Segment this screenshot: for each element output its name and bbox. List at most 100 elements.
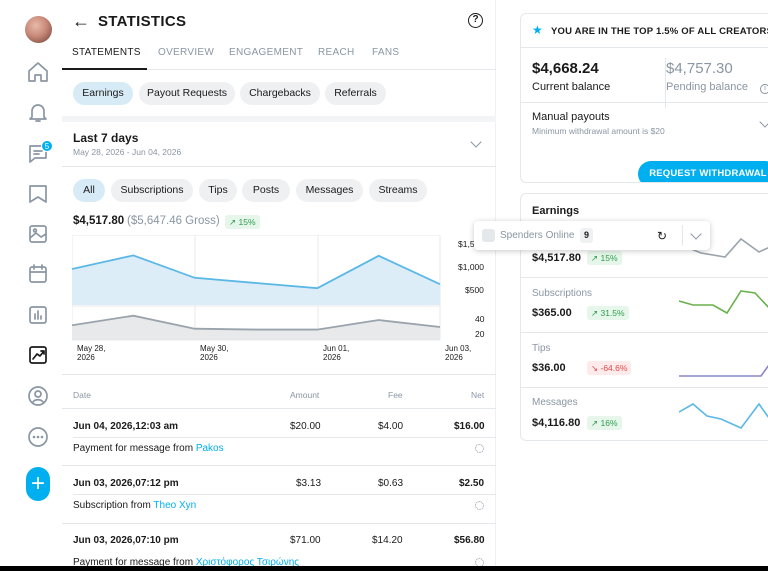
manual-payouts-sub: Minimum withdrawal amount is $20 xyxy=(532,126,665,136)
series-area xyxy=(72,255,440,305)
chevron-down-icon xyxy=(470,136,482,148)
request-withdrawal-button[interactable]: REQUEST WITHDRAWAL xyxy=(638,161,768,182)
back-arrow-icon[interactable]: ← xyxy=(72,11,90,31)
divider xyxy=(62,465,496,466)
calendar-icon[interactable] xyxy=(26,262,50,286)
x-tick-label: May 28, 2026 xyxy=(77,344,106,362)
user-link[interactable]: Theo Xyn xyxy=(153,500,197,511)
row-net: $56.80 xyxy=(454,535,485,546)
section-divider xyxy=(62,116,496,122)
divider xyxy=(521,387,768,388)
bell-icon[interactable] xyxy=(26,100,50,124)
chevron-down-icon xyxy=(759,116,768,128)
period-range: May 28, 2026 - Jun 04, 2026 xyxy=(73,147,182,157)
type-all[interactable]: All xyxy=(73,179,105,202)
y-tick-label: 40 xyxy=(475,314,485,324)
loading-icon xyxy=(475,501,484,510)
more-icon[interactable] xyxy=(26,425,50,449)
avatar[interactable] xyxy=(25,16,52,43)
earnings-chart-svg xyxy=(71,234,441,341)
earnings-change-badge: ↘ -64.6% xyxy=(587,361,632,375)
earnings-chart xyxy=(71,234,484,365)
page-title: STATISTICS xyxy=(98,13,187,30)
help-icon[interactable]: ? xyxy=(468,13,483,28)
filter-chargebacks[interactable]: Chargebacks xyxy=(240,82,320,105)
x-tick-label: Jun 03, 2026 xyxy=(445,344,472,362)
info-icon[interactable]: i xyxy=(760,84,768,94)
user-link[interactable]: Pakos xyxy=(195,443,224,454)
bookmark-icon[interactable] xyxy=(26,182,50,206)
type-messages[interactable]: Messages xyxy=(296,179,363,202)
gross-total: ($5,647.46 Gross) xyxy=(127,215,220,227)
filter-referrals[interactable]: Referrals xyxy=(325,82,386,105)
sparkline-subscriptions xyxy=(679,290,768,315)
type-tips[interactable]: Tips xyxy=(199,179,237,202)
spenders-online-widget[interactable]: Spenders Online 9 ↻ xyxy=(474,221,710,250)
period-label: Last 7 days xyxy=(73,131,139,145)
row-amount: $3.13 xyxy=(296,478,322,489)
earnings-label: Tips xyxy=(532,343,551,354)
earnings-value: $4,116.80 xyxy=(532,417,581,429)
earnings-label: Messages xyxy=(532,397,578,408)
user-link[interactable]: Χριστόφορος Τσιρώνης xyxy=(195,557,300,566)
refresh-icon[interactable]: ↻ xyxy=(657,229,668,243)
filter-payout-requests[interactable]: Payout Requests xyxy=(139,82,235,105)
tab-overview[interactable]: OVERVIEW xyxy=(158,47,215,58)
divider xyxy=(682,225,683,246)
spenders-online-label: Spenders Online xyxy=(500,230,575,241)
x-tick-label: May 30, 2026 xyxy=(200,344,229,362)
row-fee: $0.63 xyxy=(378,478,404,489)
tab-engagement[interactable]: ENGAGEMENT xyxy=(229,47,304,58)
stats-tabs: STATEMENTS OVERVIEW ENGAGEMENT REACH FAN… xyxy=(62,43,496,70)
col-date: Date xyxy=(73,390,91,400)
y-tick-label: $500 xyxy=(465,285,484,295)
divider xyxy=(62,523,496,524)
tab-underline xyxy=(62,68,147,70)
home-icon[interactable] xyxy=(26,60,50,84)
y-tick-label: $1,000 xyxy=(458,262,484,272)
row-amount: $20.00 xyxy=(290,421,321,432)
balance-card: ★ YOU ARE IN THE TOP 1.5% OF ALL CREATOR… xyxy=(520,13,768,183)
divider xyxy=(521,102,768,103)
col-fee: Fee xyxy=(388,390,403,400)
main-panel: ← STATISTICS ? STATEMENTS OVERVIEW ENGAG… xyxy=(62,0,496,566)
messages-badge: 5 xyxy=(41,140,53,152)
earnings-change-badge: ↗ 15% xyxy=(587,251,622,265)
trends-icon[interactable] xyxy=(26,343,50,367)
filter-earnings[interactable]: Earnings xyxy=(73,82,133,105)
divider xyxy=(521,332,768,333)
profile-icon[interactable] xyxy=(26,384,50,408)
row-description: Payment for message from Χριστόφορος Τσι… xyxy=(73,557,300,566)
col-amount: Amount xyxy=(290,390,320,400)
earnings-title: Earnings xyxy=(532,205,580,217)
new-post-button[interactable]: + xyxy=(26,467,50,501)
type-streams[interactable]: Streams xyxy=(369,179,427,202)
row-date: Jun 04, 2026,12:03 am xyxy=(73,421,179,432)
type-subscriptions[interactable]: Subscriptions xyxy=(111,179,193,202)
earnings-value: $36.00 xyxy=(532,362,566,374)
net-total: $4,517.80 xyxy=(73,215,125,227)
users-icon xyxy=(482,229,495,242)
row-net: $2.50 xyxy=(459,478,485,489)
manual-payouts-title: Manual payouts xyxy=(532,111,610,123)
row-date: Jun 03, 2026,07:12 pm xyxy=(73,478,179,489)
vault-icon[interactable] xyxy=(26,222,50,246)
earnings-value: $4,517.80 xyxy=(532,252,581,264)
creator-rank-text: YOU ARE IN THE TOP 1.5% OF ALL CREATORS! xyxy=(551,26,768,37)
row-fee: $4.00 xyxy=(378,421,404,432)
earnings-value: $365.00 xyxy=(532,307,572,319)
x-tick-label: Jun 01, 2026 xyxy=(323,344,350,362)
current-balance-label: Current balance xyxy=(532,81,611,93)
col-net: Net xyxy=(471,390,485,400)
tab-fans[interactable]: FANS xyxy=(372,47,400,58)
divider xyxy=(73,437,496,438)
row-amount: $71.00 xyxy=(290,535,321,546)
tab-reach[interactable]: REACH xyxy=(318,47,355,58)
statistics-icon[interactable] xyxy=(26,303,50,327)
earnings-change-badge: ↗ 16% xyxy=(587,416,622,430)
type-posts[interactable]: Posts xyxy=(242,179,290,202)
sparkline-messages xyxy=(679,402,768,429)
chevron-down-icon[interactable] xyxy=(690,228,702,240)
tab-statements[interactable]: STATEMENTS xyxy=(72,47,141,58)
